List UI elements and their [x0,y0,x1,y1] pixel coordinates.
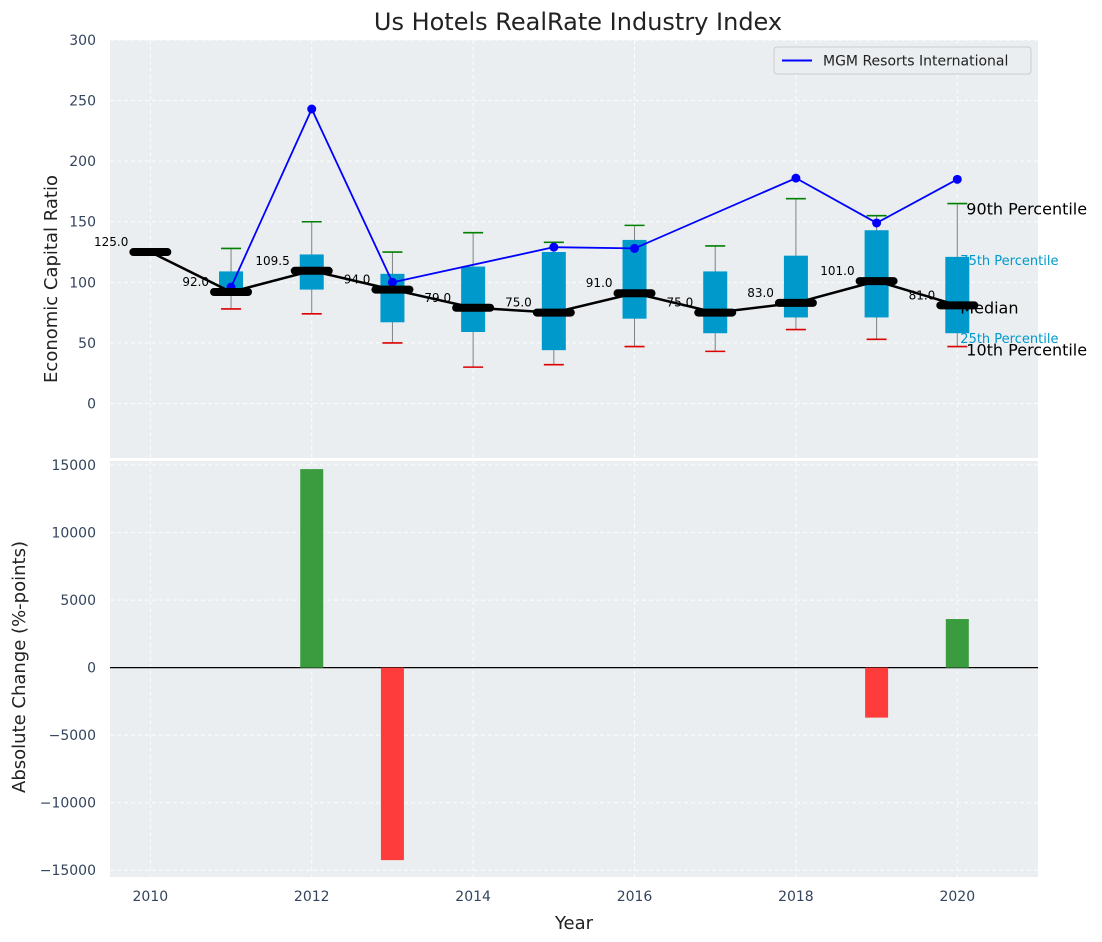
top-y-tick-label: 300 [69,33,96,49]
company-point [549,242,559,252]
company-point [952,174,962,184]
p90-annotation: 90th Percentile [966,200,1087,219]
median-value-label: 81.0 [909,288,936,302]
x-tick-label: 2012 [294,889,330,905]
bottom-y-tick-label: 10000 [51,526,96,542]
median-value-label: 91.0 [586,276,613,290]
bottom-y-tick-label: −5000 [49,728,96,744]
top-y-tick-label: 250 [69,94,96,110]
x-tick-label: 2014 [455,889,491,905]
company-point [791,173,801,183]
bottom-y-tick-label: −15000 [40,863,96,879]
median-value-label: 94.0 [344,273,371,287]
x-axis-title: Year [554,913,594,934]
change-bar [300,469,324,668]
company-point [307,104,317,114]
iqr-box [541,252,566,351]
top-y-tick-label: 200 [69,154,96,170]
median-value-label: 125.0 [94,235,128,249]
bottom-y-tick-label: 0 [87,661,96,677]
company-point [387,277,397,287]
bottom-y-tick-label: −10000 [40,796,96,812]
legend-label: MGM Resorts International [823,54,1008,70]
bottom-y-tick-label: 15000 [51,458,96,474]
x-tick-label: 2020 [939,889,975,905]
company-point [872,218,882,228]
iqr-box [783,255,808,318]
bottom-y-tick-label: 5000 [60,593,96,609]
top-y-tick-label: 0 [87,396,96,412]
median-annotation: Median [960,298,1018,317]
top-y-tick-label: 50 [78,336,96,352]
chart-title: Us Hotels RealRate Industry Index [374,8,782,36]
median-value-label: 75.0 [666,296,693,310]
median-value-label: 79.0 [424,291,451,305]
iqr-box [864,230,889,318]
x-tick-label: 2010 [133,889,169,905]
iqr-box [703,271,728,334]
median-value-label: 101.0 [820,264,854,278]
p25-annotation: 25th Percentile [960,332,1058,347]
top-y-tick-label: 150 [69,215,96,231]
p75-annotation: 75th Percentile [960,254,1058,269]
median-value-label: 83.0 [747,286,774,300]
change-bar [865,667,889,718]
median-value-label: 92.0 [182,275,209,289]
x-tick-label: 2016 [617,889,653,905]
iqr-box [461,266,486,332]
bottom-plot-area [110,461,1038,877]
median-value-label: 75.0 [505,296,532,310]
p10-annotation: 10th Percentile [966,341,1087,360]
company-series-line [230,106,958,288]
median-value-label: 109.5 [255,254,289,268]
legend-box [773,46,1032,75]
bottom-y-axis-title: Absolute Change (%-points) [9,541,30,793]
x-tick-label: 2018 [778,889,814,905]
company-point [630,243,640,253]
iqr-box [622,239,647,319]
change-bar [945,619,969,668]
top-y-tick-label: 100 [69,275,96,291]
iqr-box [945,256,970,334]
top-y-axis-title: Economic Capital Ratio [41,175,62,383]
change-bar [380,667,404,861]
